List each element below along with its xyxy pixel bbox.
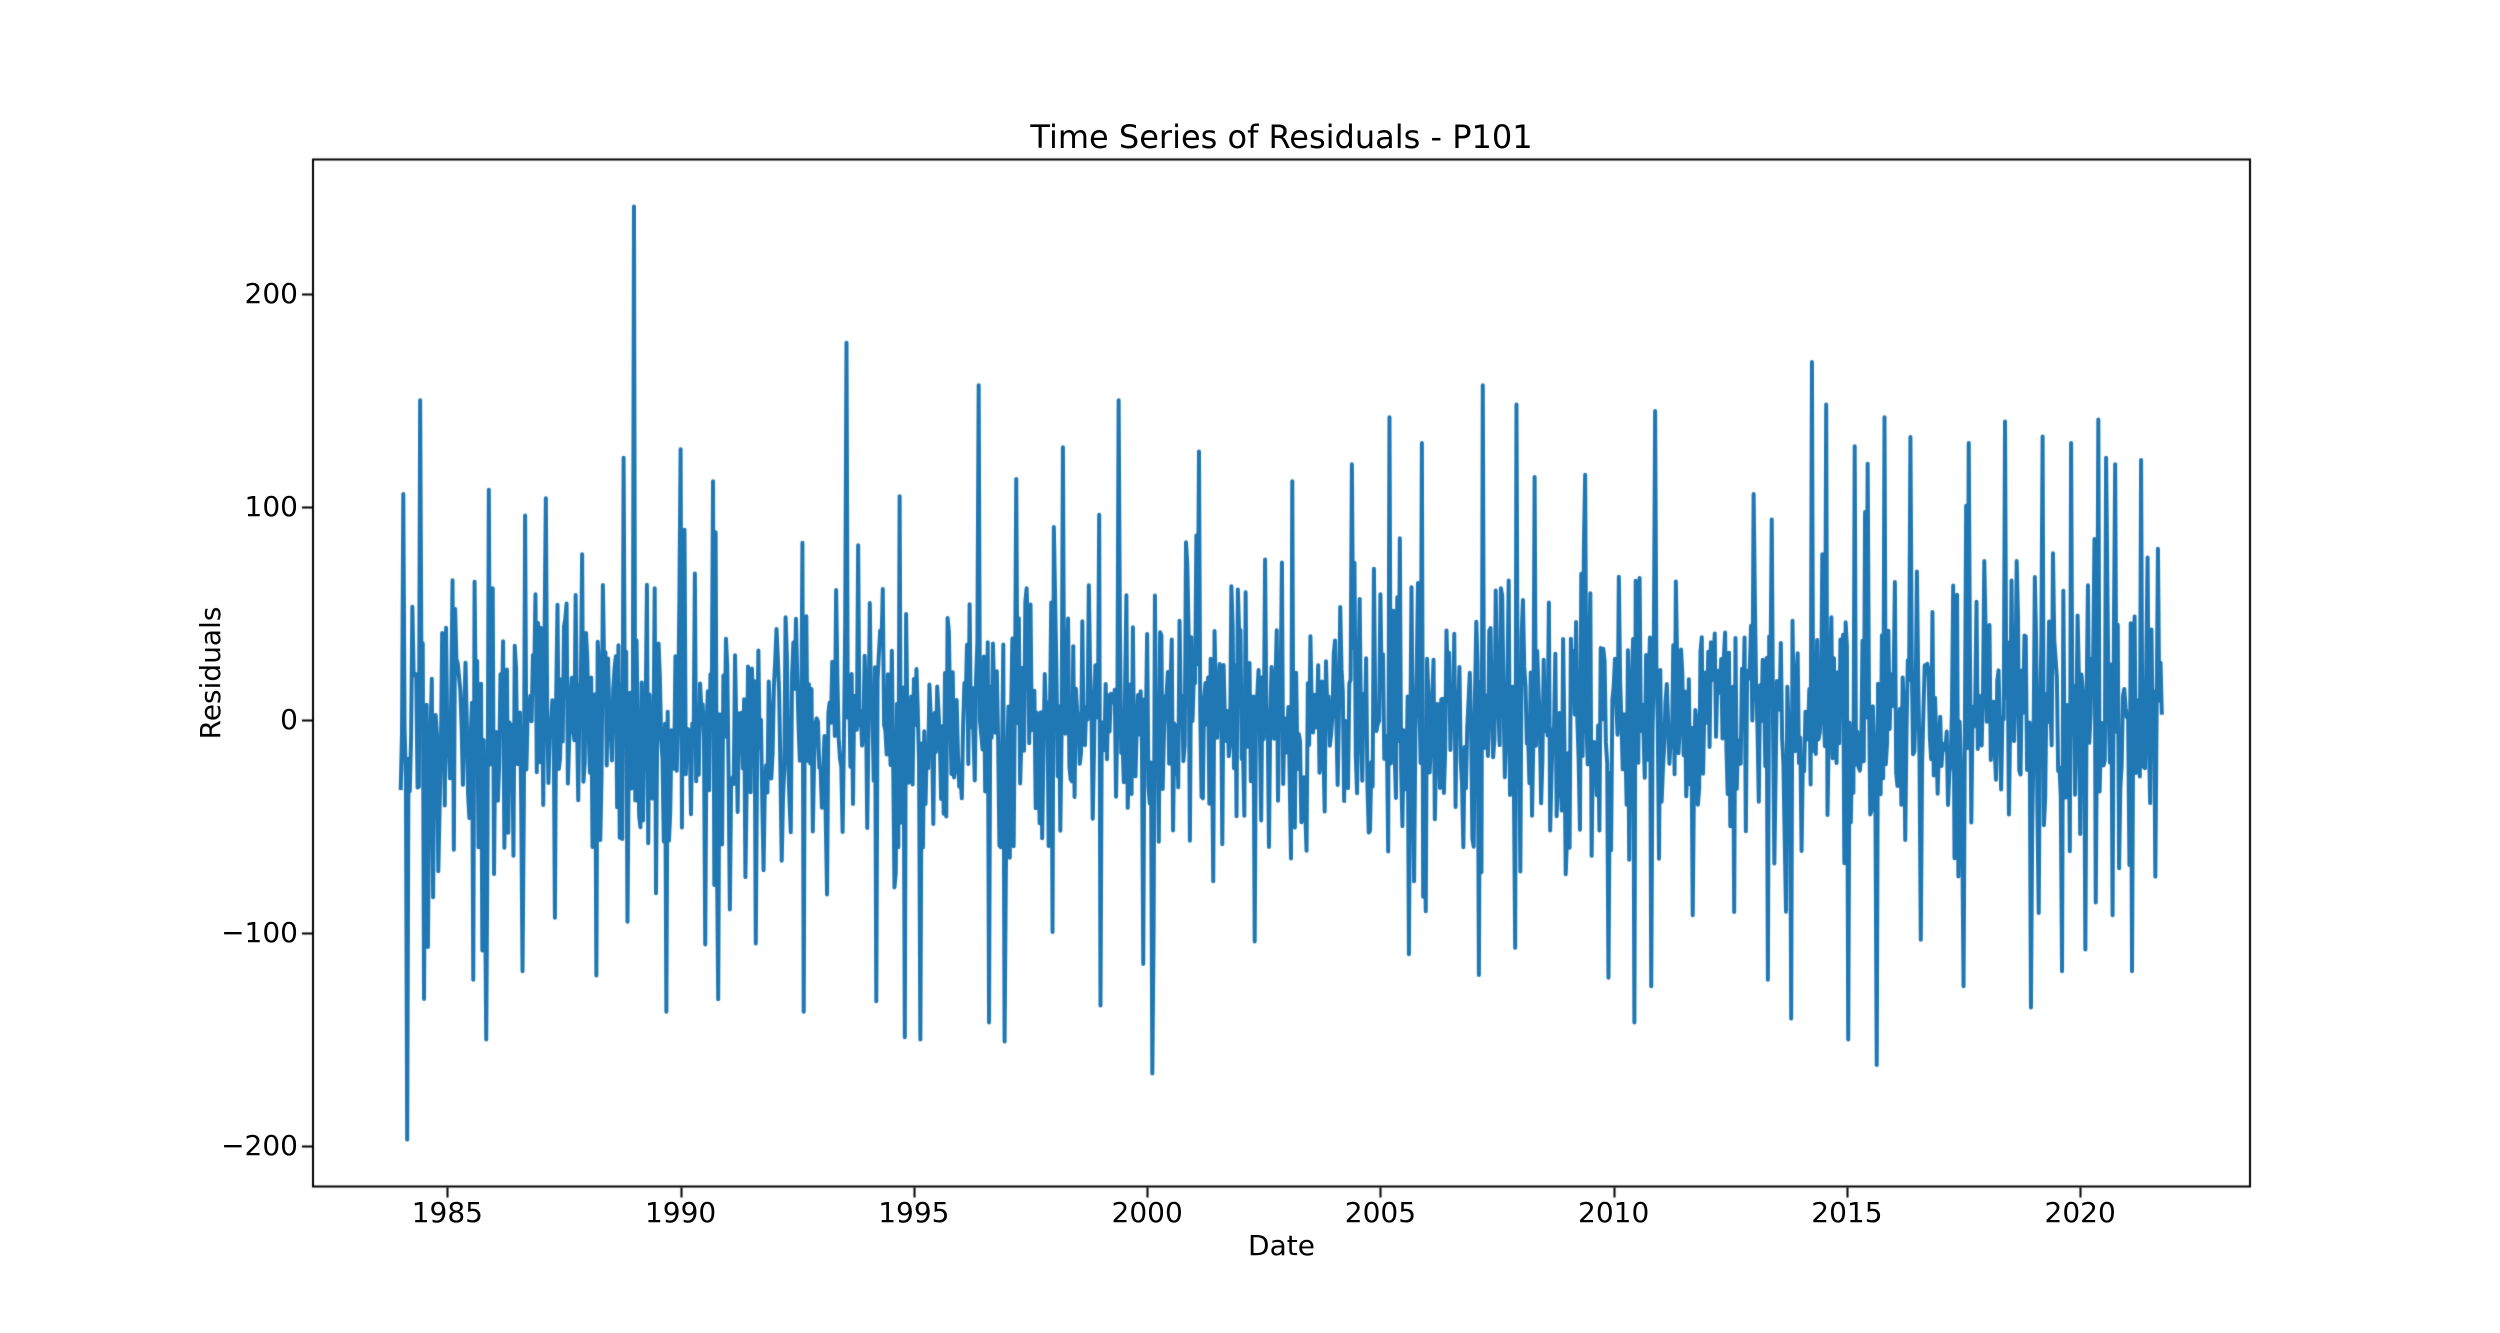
- y-tick-label: 0: [280, 702, 298, 736]
- y-tick-label: −100: [221, 915, 298, 949]
- x-tick-label: 1995: [878, 1196, 950, 1229]
- y-tick-label: 200: [244, 276, 298, 310]
- x-tick-label: 2015: [1811, 1196, 1883, 1229]
- y-tick-label: −200: [221, 1129, 298, 1163]
- y-axis-label: Residuals: [194, 606, 227, 740]
- chart-title: Time Series of Residuals - P101: [1030, 118, 1533, 156]
- x-tick-label: 1990: [644, 1196, 717, 1229]
- x-tick-label: 2010: [1578, 1196, 1650, 1229]
- y-tick-label: 100: [244, 489, 298, 523]
- x-tick-label: 2005: [1344, 1196, 1417, 1229]
- x-tick-label: 1985: [411, 1196, 483, 1229]
- x-axis-label: Date: [1248, 1229, 1315, 1262]
- x-tick-label: 2000: [1111, 1196, 1183, 1229]
- x-tick-label: 2020: [2044, 1196, 2116, 1229]
